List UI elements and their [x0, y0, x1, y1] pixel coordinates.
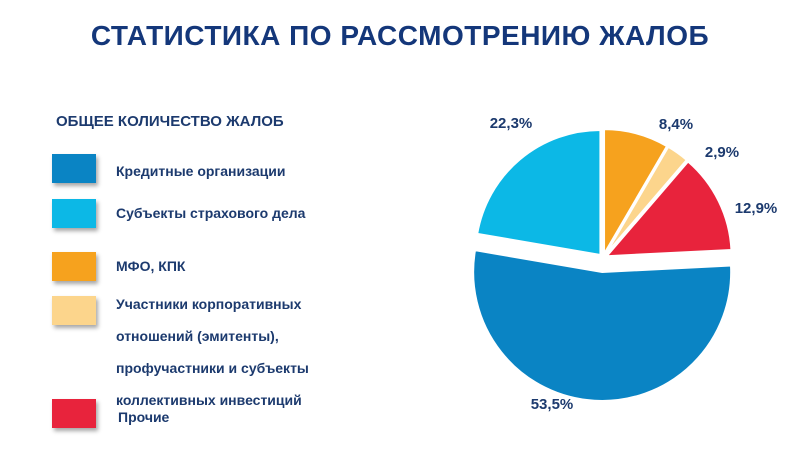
slice-other	[604, 160, 733, 258]
legend-swatch-credit	[52, 154, 96, 183]
legend-title: ОБЩЕЕ КОЛИЧЕСТВО ЖАЛОБ	[56, 113, 284, 130]
legend-label-credit: Кредитные организации	[116, 163, 286, 179]
label-corporate: 2,9%	[705, 144, 739, 161]
legend-label-corporate-line: профучастники и субъекты	[116, 360, 309, 376]
page-title: СТАТИСТИКА ПО РАССМОТРЕНИЮ ЖАЛОБ	[90, 20, 710, 51]
legend-label-mfo: МФО, КПК	[116, 258, 186, 274]
legend-swatch-mfo	[52, 252, 96, 281]
slice-mfo	[603, 128, 669, 258]
legend-label-corporate-line: коллективных инвестиций	[116, 392, 302, 408]
label-insurance: 22,3%	[490, 115, 533, 132]
legend-label-corporate-line: Участники корпоративных	[116, 296, 302, 312]
slice-corporate	[604, 145, 689, 256]
label-mfo: 8,4%	[659, 116, 693, 133]
slice-credit	[472, 249, 733, 402]
legend-label-insurance: Субъекты страхового дела	[116, 205, 306, 221]
label-credit: 53,5%	[531, 396, 574, 413]
legend-swatch-other	[52, 399, 96, 428]
legend-swatch-corporate	[52, 296, 96, 325]
legend-label-corporate: Участники корпоративных отношений (эмите…	[116, 288, 309, 416]
slice-insurance	[476, 128, 602, 257]
legend-label-other: Прочие	[118, 409, 170, 425]
label-other: 12,9%	[735, 200, 778, 217]
legend-swatch-insurance	[52, 199, 96, 228]
legend-label-corporate-line: отношений (эмитенты),	[116, 328, 279, 344]
